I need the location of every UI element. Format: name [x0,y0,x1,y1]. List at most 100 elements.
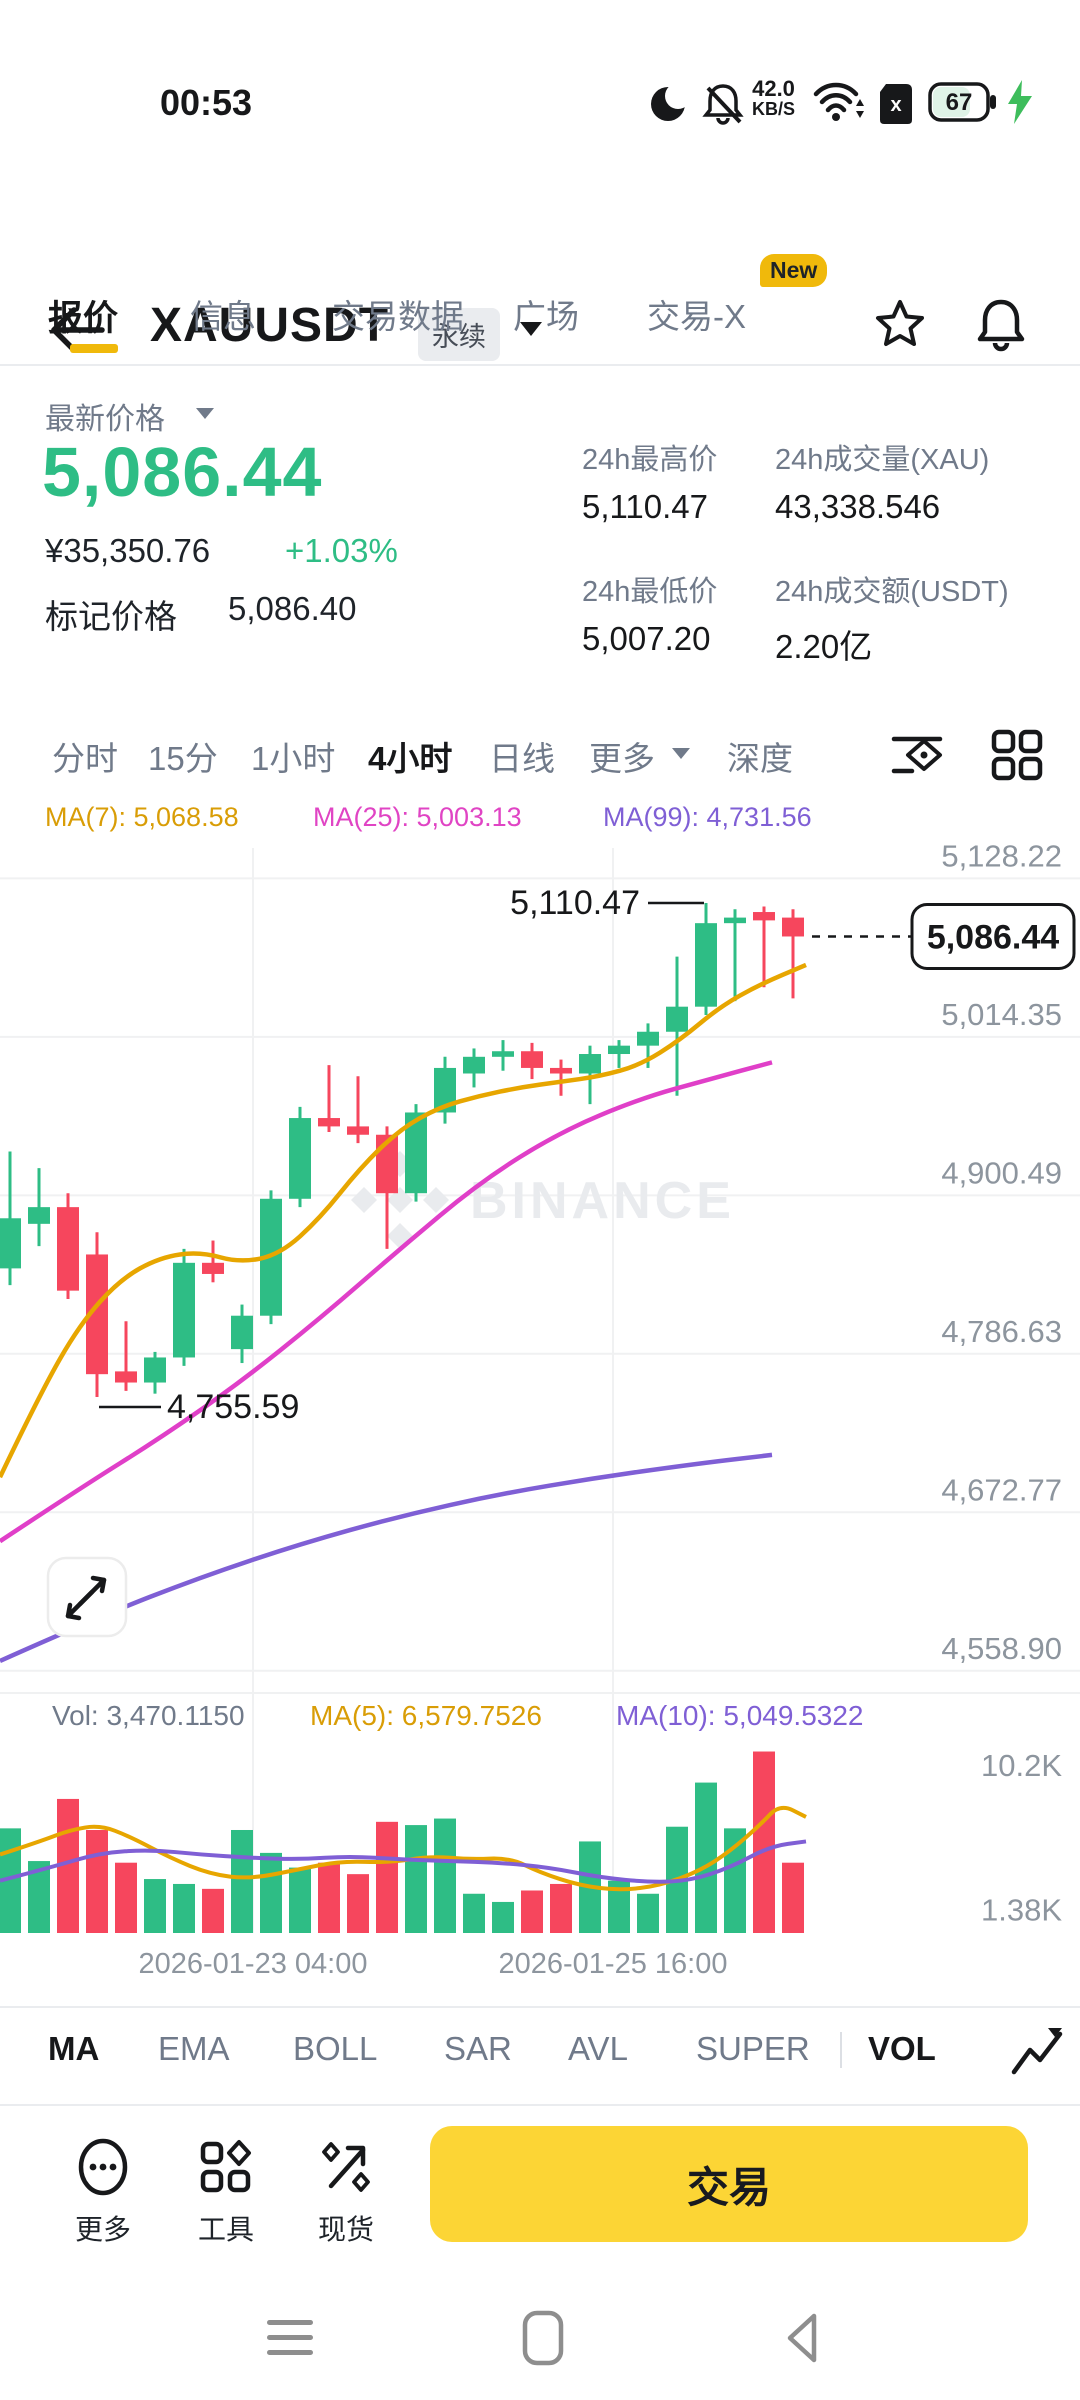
ma99-line [0,1452,773,1663]
ma7-line [0,962,807,1479]
ma-label-row: MA(7): 5,068.58 MA(25): 5,003.13 MA(99):… [0,802,1080,838]
interval-4h[interactable]: 4小时 [368,740,453,777]
back-icon[interactable] [46,302,108,358]
volume-bar [289,1867,311,1933]
tab-info[interactable]: 信息 [190,298,256,335]
clock: 00:53 [160,82,253,123]
mark-price-label: 标记价格 [45,598,177,635]
vol-ma5-label: MA(5): 6,579.7526 [310,1700,542,1731]
candle-body [115,1371,137,1383]
fullscreen-chart-button[interactable] [46,1556,128,1638]
vol-label: Vol: 3,470.1150 [52,1700,245,1731]
notification-bell-icon[interactable] [972,294,1030,354]
x-axis-label-1: 2026-01-23 04:00 [138,1948,368,1980]
tab-square[interactable]: 广场 [513,298,579,335]
back-nav-icon[interactable] [782,2312,822,2364]
indicator-boll[interactable]: BOLL [293,2030,378,2067]
candle-body [724,917,746,924]
favorite-star-icon[interactable] [872,296,928,352]
interval-time[interactable]: 分时 [52,740,118,777]
volume-ma10-line [0,1839,807,1884]
volume-bar [231,1829,253,1933]
price-mode-caret[interactable] [196,408,214,419]
interval-1d[interactable]: 日线 [489,740,555,777]
spot-button[interactable]: 现货 [298,2136,394,2248]
more-intervals-caret[interactable] [672,748,690,759]
volume-bar [260,1852,282,1933]
turnover-24h-value: 2.20亿 [775,628,873,665]
volume-ma5-line [0,1805,807,1892]
trade-button[interactable]: 交易 [430,2126,1028,2242]
bottom-action-bar: 更多 工具 现货 交易 [0,2110,1080,2290]
high-24h-value: 5,110.47 [582,488,709,525]
svg-text:BINANCE: BINANCE [470,1172,735,1230]
volume-bar [637,1893,659,1933]
tab-trading-data[interactable]: 交易数据 [332,298,464,335]
candle-body [202,1262,224,1274]
candle-body [318,1118,340,1127]
candle-body [782,917,804,937]
vol-ma10-label: MA(10): 5,049.5322 [616,1700,864,1731]
trade-button-label: 交易 [686,2163,771,2211]
spot-label: 现货 [317,2214,374,2245]
depth-tab[interactable]: 深度 [727,740,793,777]
volume-bar [115,1862,137,1933]
ma99-label: MA(99): 4,731.56 [603,802,812,832]
indicator-ma[interactable]: MA [48,2030,100,2067]
tab-separator [840,2032,842,2068]
volume-bar [695,1782,717,1933]
candle-body [405,1112,427,1194]
candle-body [173,1262,195,1358]
indicator-ema[interactable]: EMA [158,2030,230,2067]
candle-body [550,1067,572,1074]
volume-bar [376,1821,398,1933]
volume-bar [782,1862,804,1933]
volume-24h-label: 24h成交量(XAU) [775,444,990,476]
indicator-avl[interactable]: AVL [568,2030,628,2067]
fiat-price: ¥35,350.76 [45,532,211,569]
mark-price: 5,086.40 [228,590,357,627]
indicator-super[interactable]: SUPER [696,2030,810,2067]
indicator-sar[interactable]: SAR [444,2030,512,2067]
price-chart[interactable]: 5,128.22 5,014.35 4,900.49 4,786.63 4,672.77… [0,840,1080,1940]
volume-bar [347,1874,369,1933]
last-price-box[interactable]: 5,086.44 [910,902,1076,970]
price-axis-label: 5,014.35 [941,997,1062,1032]
indicator-tab-row: MA EMA BOLL SAR AVL SUPER VOL [0,2024,1080,2084]
volume-bar [608,1880,630,1933]
recents-icon[interactable] [266,2316,314,2360]
indicator-settings-icon[interactable] [888,726,946,784]
volume-label-row: Vol: 3,470.1150 MA(5): 6,579.7526 MA(10)… [0,1700,1080,1736]
ma25-label: MA(25): 5,003.13 [313,802,522,832]
candle-body [86,1254,108,1375]
interval-15m[interactable]: 15分 [148,740,218,777]
tools-icon [200,2140,251,2193]
indicator-vol[interactable]: VOL [868,2030,936,2067]
symbol-title: XAUUSDT [150,299,390,352]
layout-grid-icon[interactable] [988,726,1046,784]
more-intervals[interactable]: 更多 [589,740,655,777]
price-axis-label: 4,786.63 [941,1314,1062,1349]
interval-1h[interactable]: 1小时 [251,740,336,777]
nav-tabs: 报价 信息 交易数据 广场 交易-X New [0,254,1080,362]
volume-bar [521,1890,543,1933]
tools-button[interactable]: 工具 [178,2136,274,2248]
last-price-label[interactable]: 最新价格 [45,403,165,436]
tab-trade-x[interactable]: 交易-X [647,298,746,335]
home-icon[interactable] [522,2310,564,2366]
spot-transfer-icon [322,2142,370,2192]
symbol-dropdown-caret[interactable] [520,322,542,336]
more-button[interactable]: 更多 [55,2136,151,2248]
volume-axis-label: 10.2K [981,1748,1062,1783]
status-bar: 00:53 42.0 KB/S x 67 [0,30,1080,125]
new-badge: New [760,254,828,287]
candle-body [521,1051,543,1068]
candle-body [28,1207,50,1224]
volume-24h-value: 43,338.546 [775,488,941,525]
x-axis-labels: 2026-01-23 04:00 2026-01-25 16:00 [0,1948,1080,1988]
low-24h-label: 24h最低价 [582,576,718,608]
chart-style-icon[interactable] [1008,2024,1066,2082]
tab-quote[interactable]: 报价 [48,299,119,338]
volume-axis-label: 1.38K [981,1892,1062,1927]
wifi-icon [813,82,864,121]
